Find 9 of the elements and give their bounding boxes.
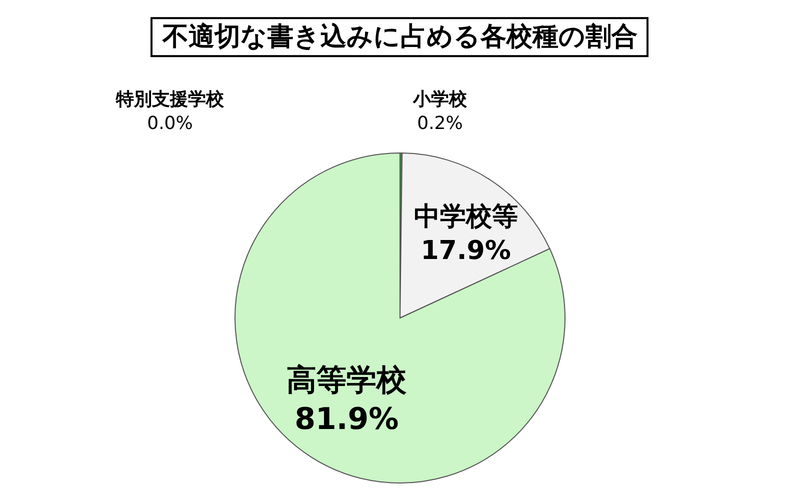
slice-label: 高等学校 <box>286 363 408 398</box>
category-label: 特別支援学校 <box>116 88 224 110</box>
data-label: 17.9% <box>420 236 511 266</box>
data-label: 81.9% <box>294 402 399 438</box>
data-label: 0.2% <box>417 112 463 134</box>
slice-label: 中学校等 <box>414 202 518 232</box>
chart-title: 不適切な書き込みに占める各校種の割合 <box>162 22 638 52</box>
text: 0.0% <box>147 112 193 134</box>
slice-label: 小学校 <box>412 88 468 110</box>
